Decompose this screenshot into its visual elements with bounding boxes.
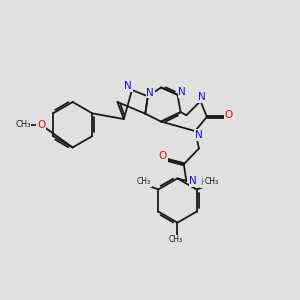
Text: N: N	[198, 92, 206, 102]
Text: N: N	[178, 87, 186, 97]
Text: O: O	[158, 151, 167, 161]
Text: CH₃: CH₃	[169, 235, 183, 244]
Text: N: N	[189, 176, 197, 186]
Text: N: N	[195, 130, 203, 140]
Text: H: H	[200, 178, 207, 187]
Text: CH₃: CH₃	[137, 177, 151, 186]
Text: O: O	[37, 120, 45, 130]
Text: O: O	[225, 110, 233, 120]
Text: CH₃: CH₃	[204, 177, 218, 186]
Text: N: N	[146, 88, 154, 98]
Text: N: N	[124, 81, 132, 91]
Text: CH₃: CH₃	[15, 120, 31, 129]
